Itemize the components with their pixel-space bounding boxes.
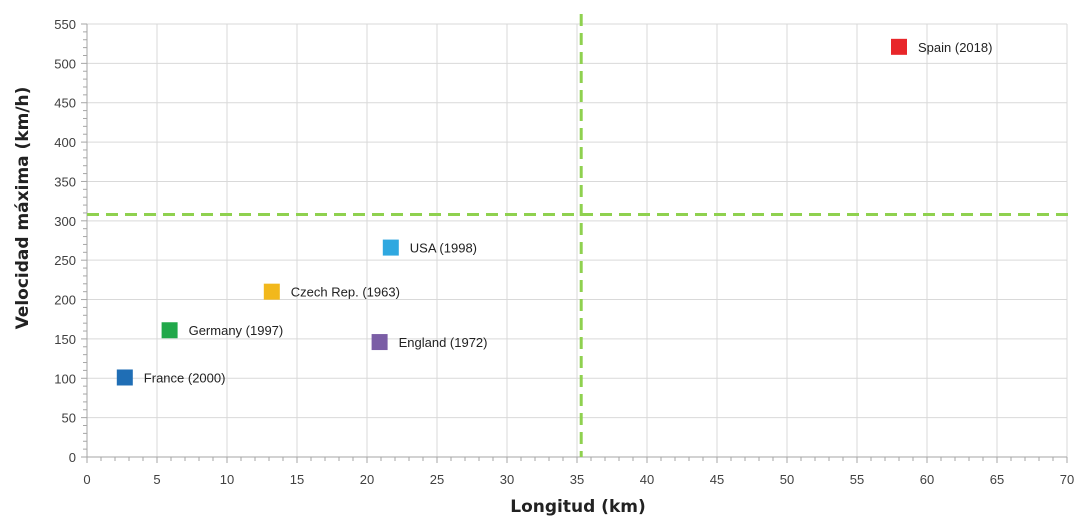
y-tick-labels: 0 50 100 150 200 250 300 350 400 450 500 550 — [54, 17, 76, 465]
x-tick-label: 70 — [1060, 472, 1074, 487]
gridlines — [87, 23, 1068, 457]
y-tick-label: 100 — [54, 371, 76, 386]
x-tick-label: 65 — [990, 472, 1004, 487]
data-point-marker — [891, 38, 907, 55]
data-point-marker — [263, 283, 280, 300]
x-tick-label: 40 — [640, 472, 654, 487]
y-tick-label: 400 — [54, 135, 76, 150]
x-tick-label: 20 — [360, 472, 374, 487]
x-tick-label: 0 — [83, 472, 90, 487]
y-tick-label: 450 — [54, 96, 76, 111]
x-tick-label: 55 — [850, 472, 864, 487]
x-tick-label: 30 — [500, 472, 514, 487]
data-point-marker — [371, 334, 388, 351]
x-tick-label: 25 — [430, 472, 444, 487]
data-point-label: Spain (2018) — [918, 40, 992, 55]
data-point-label: Czech Rep. (1963) — [291, 285, 400, 300]
x-tick-label: 50 — [780, 472, 794, 487]
x-tick-label: 60 — [920, 472, 934, 487]
y-tick-label: 550 — [54, 17, 76, 32]
y-axis-title: Velocidad máxima (km/h) — [13, 87, 33, 330]
x-tick-label: 5 — [153, 472, 160, 487]
y-tick-label: 250 — [54, 253, 76, 268]
data-point-marker — [382, 239, 399, 256]
data-point-label: USA (1998) — [410, 241, 477, 256]
data-points: France (2000) Germany (1997) Czech Rep. (1… — [116, 38, 992, 386]
data-point-label: France (2000) — [144, 370, 226, 385]
y-tick-label: 500 — [54, 56, 76, 71]
axes — [81, 23, 1068, 463]
x-tick-label: 10 — [220, 472, 234, 487]
reference-lines — [87, 14, 1075, 457]
y-tick-label: 0 — [69, 450, 76, 465]
y-tick-label: 350 — [54, 174, 76, 189]
data-point-marker — [116, 369, 133, 386]
x-tick-labels: 0 5 10 15 20 25 30 35 40 45 50 55 60 65 70 — [83, 472, 1074, 487]
x-tick-label: 45 — [710, 472, 724, 487]
data-point-marker — [161, 322, 178, 339]
x-tick-label: 35 — [570, 472, 584, 487]
y-tick-label: 150 — [54, 332, 76, 347]
y-tick-label: 50 — [62, 411, 76, 426]
data-point-label: Germany (1997) — [189, 323, 284, 338]
x-axis-title: Longitud (km) — [510, 497, 646, 516]
data-point-label: England (1972) — [399, 335, 488, 350]
x-tick-label: 15 — [290, 472, 304, 487]
y-tick-label: 200 — [54, 293, 76, 308]
y-tick-label: 300 — [54, 214, 76, 229]
